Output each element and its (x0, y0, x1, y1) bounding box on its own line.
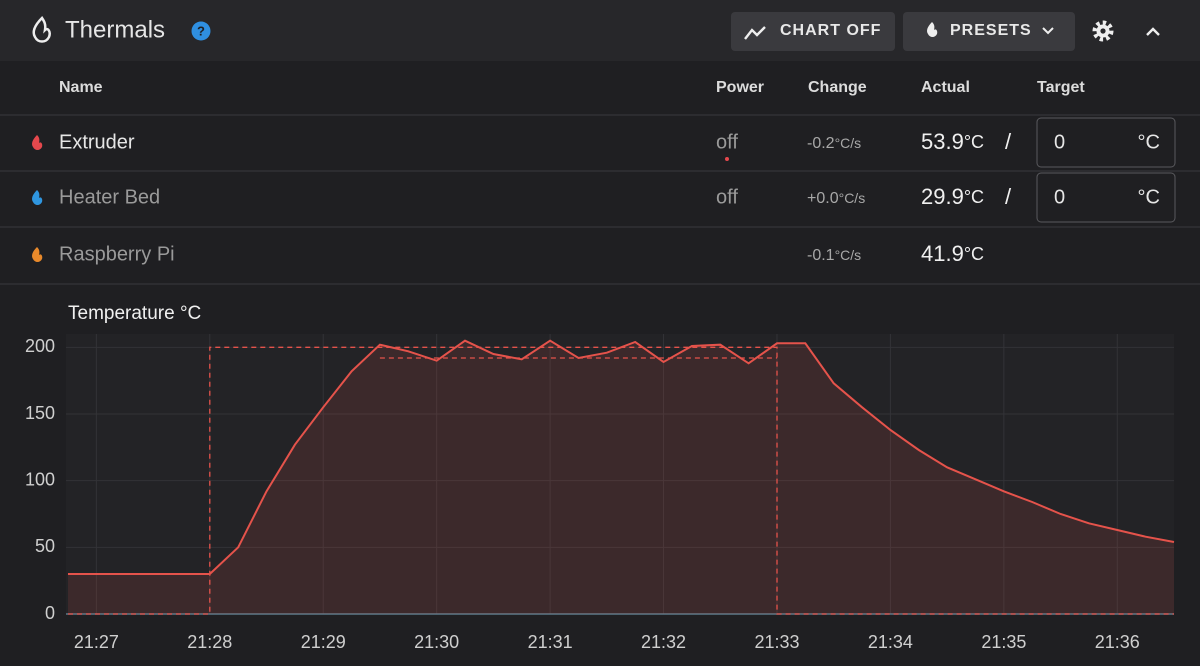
sensor-name: Heater Bed (59, 186, 160, 208)
column-header: Actual (921, 79, 970, 96)
actual-value: 29.9 (921, 184, 964, 209)
help-icon[interactable] (191, 21, 211, 41)
gear-hole (1100, 28, 1106, 34)
change: -0.1°C/s (807, 247, 861, 265)
plot-area (66, 334, 1174, 614)
target-unit: °C (1138, 131, 1160, 153)
actual-unit: °C (964, 132, 984, 152)
x-tick-label: 21:30 (414, 632, 459, 652)
sensor-name: Raspberry Pi (59, 243, 175, 265)
y-axis-label: Temperature °C (68, 303, 201, 324)
help-mark: ? (197, 23, 205, 38)
status-dot (725, 157, 729, 161)
y-tick-label: 150 (25, 403, 55, 423)
x-tick-label: 21:33 (754, 632, 799, 652)
button-bg[interactable] (731, 12, 895, 51)
target-unit: °C (1138, 186, 1160, 208)
actual-unit: °C (964, 244, 984, 264)
target-line (68, 346, 1174, 615)
actual-value: 41.9 (921, 241, 964, 266)
y-tick-label: 200 (25, 336, 55, 356)
change-unit: °C/s (835, 135, 862, 151)
button-label[interactable]: CHART OFF (780, 22, 881, 39)
column-header: Name (59, 79, 103, 96)
sensor-icon (32, 135, 43, 150)
actual: 29.9°C (921, 184, 984, 209)
chart-toggle-button[interactable]: CHART OFF (731, 12, 895, 51)
actual: 53.9°C (921, 129, 984, 154)
button-bg[interactable] (903, 12, 1075, 51)
chart: Temperature °C 0 50 100 150 200 21:27 21:28 21:… (25, 303, 1175, 652)
change: -0.2°C/s (807, 135, 861, 153)
change: +0.0°C/s (807, 190, 865, 208)
y-tick-label: 100 (25, 469, 55, 489)
target-value: 0 (1054, 131, 1065, 153)
sensor-icon (32, 247, 43, 262)
target-input[interactable] (1036, 172, 1176, 223)
collapse-button[interactable] (1146, 27, 1160, 36)
settings-button[interactable] (1092, 20, 1114, 42)
change-value: +0.0 (807, 190, 839, 207)
sensor-icon (32, 190, 43, 205)
change-value: -0.2 (807, 135, 835, 152)
presets-button[interactable]: PRESETS (903, 12, 1075, 51)
x-tick-label: 21:35 (981, 632, 1026, 652)
actual-value: 53.9 (921, 129, 964, 154)
chart-icon (744, 26, 766, 40)
column-header: Power (716, 79, 764, 96)
x-tick-label: 21:29 (301, 632, 346, 652)
actual: 41.9°C (921, 241, 984, 266)
x-tick-label: 21:36 (1095, 632, 1140, 652)
flame-icon (32, 16, 51, 43)
column-header: Change (808, 79, 867, 96)
change-unit: °C/s (839, 190, 866, 206)
button-label[interactable]: PRESETS (950, 22, 1032, 39)
x-tick-label: 21:32 (641, 632, 686, 652)
target-input[interactable] (1036, 117, 1176, 168)
x-tick-label: 21:27 (74, 632, 119, 652)
flame-icon (927, 22, 938, 37)
target-value: 0 (1054, 186, 1065, 208)
actual-unit: °C (964, 187, 984, 207)
title: Thermals (65, 16, 165, 43)
dropdown-caret (1042, 27, 1054, 35)
x-tick-label: 21:28 (187, 632, 232, 652)
power: off (716, 131, 738, 153)
change-value: -0.1 (807, 247, 835, 264)
separator: / (1005, 129, 1012, 154)
column-header: Target (1037, 79, 1085, 96)
x-tick-label: 21:34 (868, 632, 913, 652)
table: Name Power Change Actual Target Extruder off -0… (0, 79, 1200, 285)
gear-teeth[interactable] (1092, 20, 1114, 42)
change-unit: °C/s (835, 247, 862, 263)
x-tick-label: 21:31 (528, 632, 573, 652)
power: off (716, 186, 738, 208)
sensor-name: Extruder (59, 131, 135, 153)
separator: / (1005, 184, 1012, 209)
y-tick-label: 0 (45, 603, 55, 623)
area (68, 340, 1174, 614)
y-tick-label: 50 (35, 536, 55, 556)
